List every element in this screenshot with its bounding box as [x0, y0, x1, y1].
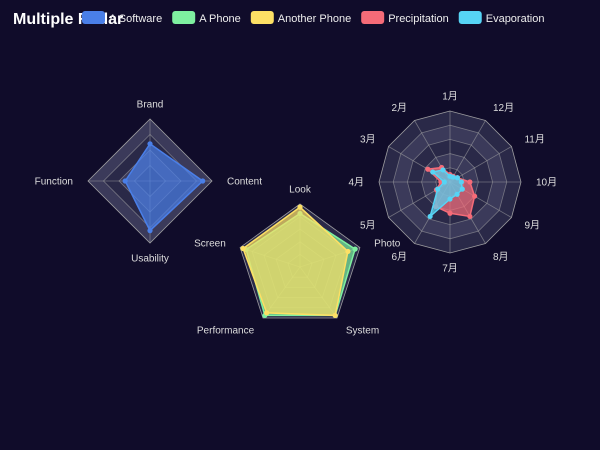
legend-label: Evaporation [486, 13, 545, 25]
data-point-another-phone-5[interactable] [345, 248, 351, 255]
data-point-evaporation-6[interactable] [427, 213, 433, 220]
series-a-software [122, 141, 206, 234]
radar-2-ring-5 [239, 203, 361, 319]
data-point-precipitation-10[interactable] [467, 179, 473, 185]
indicator-label-11: 11月 [524, 134, 544, 146]
series-area-another-phone[interactable] [242, 206, 349, 317]
legend-label: Another Phone [278, 13, 351, 25]
data-point-another-phone-2[interactable] [240, 245, 246, 252]
data-point-precipitation-8[interactable] [467, 213, 473, 220]
chart-title: Multiple Radar [13, 11, 123, 28]
legend-item-evaporation[interactable]: Evaporation [458, 11, 545, 25]
data-point-precipitation-7[interactable] [447, 210, 453, 216]
radar-1: Brand Function Usability Content [35, 100, 263, 265]
legend-item-another-phone[interactable]: Another Phone [250, 11, 351, 25]
indicator-label-9: 9月 [524, 220, 540, 232]
indicator-label-screen: Screen [194, 238, 226, 249]
data-point-a-software-4[interactable] [200, 178, 206, 184]
data-point-evaporation-5[interactable] [435, 186, 441, 192]
indicator-label-3: 3月 [360, 134, 376, 146]
data-point-evaporation-3[interactable] [430, 169, 436, 175]
indicator-label-10: 10月 [536, 177, 557, 189]
data-point-another-phone-1[interactable] [297, 204, 303, 210]
indicator-label-2: 2月 [391, 102, 407, 114]
data-point-evaporation-8[interactable] [454, 191, 460, 197]
indicator-label-8: 8月 [493, 251, 509, 263]
data-point-a-software-3[interactable] [147, 228, 153, 234]
data-point-another-phone-4[interactable] [332, 312, 338, 319]
data-point-evaporation-2[interactable] [440, 167, 446, 173]
indicator-label-photo: Photo [374, 238, 401, 249]
data-point-evaporation-12[interactable] [450, 174, 456, 180]
legend-swatch [458, 11, 482, 24]
data-point-a-software-2[interactable] [122, 178, 128, 184]
legend: A Software A Phone Another Phone Precipitat… [82, 11, 544, 25]
series-evaporation [427, 167, 465, 220]
radar-3: 1月 2月 3月 4月 5月 6月 7月 8月 9月 10月 11月 12月 [348, 91, 557, 275]
indicator-label-4: 4月 [348, 177, 364, 189]
data-point-precipitation-9[interactable] [472, 193, 478, 199]
legend-swatch [250, 11, 274, 24]
legend-label: A Phone [199, 13, 241, 25]
data-point-a-software-1[interactable] [147, 141, 153, 147]
indicator-label-system: System [346, 326, 379, 337]
series-another-phone [240, 204, 351, 319]
data-point-precipitation-3[interactable] [425, 166, 431, 172]
indicator-label-content: Content [227, 177, 262, 188]
data-point-evaporation-7[interactable] [447, 196, 453, 202]
legend-swatch [172, 11, 196, 24]
indicator-label-5: 5月 [360, 220, 376, 232]
data-point-evaporation-10[interactable] [458, 179, 464, 185]
legend-item-a-software[interactable]: A Software [82, 11, 162, 25]
data-point-evaporation-11[interactable] [454, 175, 460, 181]
indicator-label-brand: Brand [137, 100, 164, 111]
indicator-label-1: 1月 [442, 91, 458, 103]
radar-group: Brand Function Usability Content Look Screen P… [35, 91, 557, 337]
radar-3-spoke-11 [449, 146, 512, 183]
legend-label: A Software [109, 13, 162, 25]
radar-3-spoke-12 [449, 120, 486, 183]
indicator-label-function: Function [35, 177, 73, 188]
radar-2: Look Screen Performance System Photo [194, 185, 401, 337]
data-point-another-phone-3[interactable] [264, 310, 270, 316]
data-point-evaporation-4[interactable] [441, 179, 447, 185]
legend-item-precipitation[interactable]: Precipitation [361, 11, 449, 25]
indicator-label-look: Look [289, 185, 312, 196]
indicator-label-usability: Usability [131, 254, 169, 265]
legend-swatch [82, 11, 105, 24]
legend-item-a-phone[interactable]: A Phone [172, 11, 241, 25]
indicator-label-6: 6月 [391, 251, 407, 263]
indicator-label-7: 7月 [442, 263, 458, 275]
legend-swatch [361, 11, 385, 24]
data-point-a-phone-5[interactable] [352, 246, 358, 252]
indicator-label-12: 12月 [493, 102, 514, 114]
indicator-label-performance: Performance [197, 326, 255, 337]
legend-label: Precipitation [388, 13, 449, 25]
data-point-evaporation-9[interactable] [459, 186, 465, 192]
